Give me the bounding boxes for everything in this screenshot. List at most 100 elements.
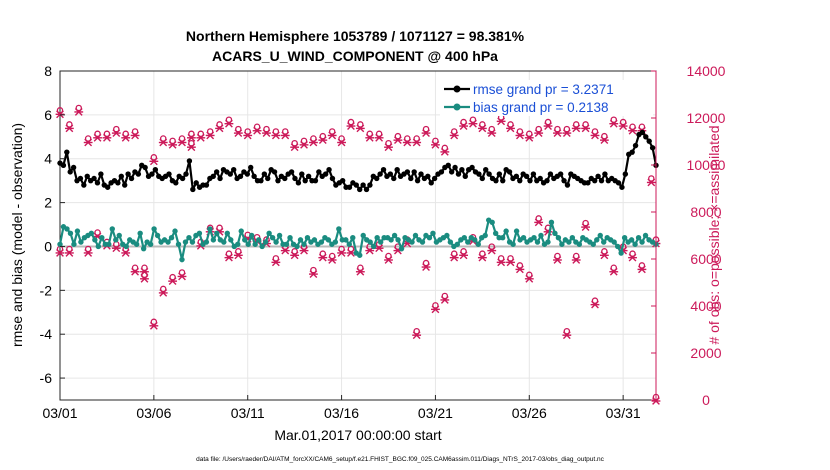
obs-assimilated-marker xyxy=(402,138,412,147)
rmse-point xyxy=(462,173,468,179)
bias-point xyxy=(590,241,596,247)
legend-rmse-marker xyxy=(453,85,461,93)
rmse-point xyxy=(448,169,455,175)
obs-assimilated-marker xyxy=(562,129,572,137)
obs-assimilated-marker xyxy=(449,253,459,262)
bias-point xyxy=(426,234,433,241)
rmse-point xyxy=(70,164,77,171)
obs-assimilated-marker xyxy=(290,251,300,260)
obs-assimilated-marker xyxy=(243,131,253,140)
bias-point xyxy=(569,234,576,241)
obs-possible-marker xyxy=(535,125,542,133)
rmse-point xyxy=(438,169,445,175)
rmse-point xyxy=(244,171,251,177)
bias-point xyxy=(601,239,607,245)
obs-possible-marker xyxy=(150,154,158,161)
rmse-point xyxy=(190,186,196,193)
bias-point xyxy=(360,232,366,239)
bias-point xyxy=(325,237,332,243)
obs-assimilated-marker xyxy=(496,117,506,126)
rmse-point xyxy=(128,175,135,182)
rmse-point xyxy=(210,173,216,179)
obs-possible-marker xyxy=(338,135,345,142)
rmse-point xyxy=(67,169,73,175)
obs-assimilated-marker xyxy=(299,140,309,149)
rmse-point xyxy=(452,164,458,171)
obs-assimilated-marker xyxy=(187,143,196,152)
obs-assimilated-marker xyxy=(355,124,365,133)
rmse-point xyxy=(455,171,462,177)
obs-assimilated-marker xyxy=(562,331,572,340)
obs-possible-marker xyxy=(272,128,280,135)
bias-point xyxy=(419,239,426,245)
bias-point xyxy=(273,239,279,245)
obs-possible-marker xyxy=(422,125,430,133)
bias-point xyxy=(482,232,488,239)
rmse-point xyxy=(649,145,656,151)
rmse-point xyxy=(295,180,302,186)
obs-assimilated-marker xyxy=(609,119,619,128)
bias-point xyxy=(611,239,617,245)
obs-assimilated-marker xyxy=(309,270,318,278)
legend-bias-label: bias grand pr = 0.2138 xyxy=(473,100,608,115)
obs-possible-marker xyxy=(122,130,129,138)
obs-assimilated-marker xyxy=(224,119,234,128)
bias-point xyxy=(210,237,217,243)
bias-point xyxy=(635,234,642,241)
rmse-point xyxy=(292,175,298,182)
rmse-point xyxy=(77,175,84,182)
bias-point xyxy=(409,239,415,245)
obs-assimilated-marker xyxy=(618,122,628,130)
obs-assimilated-marker xyxy=(599,136,609,145)
rmse-point xyxy=(98,171,104,177)
obs-assimilated-marker xyxy=(318,253,328,262)
obs-assimilated-marker xyxy=(290,143,300,152)
rmse-point xyxy=(118,173,125,179)
rmse-point xyxy=(353,182,359,188)
rmse-point xyxy=(629,149,635,155)
rmse-point xyxy=(248,164,254,171)
bias-point xyxy=(255,237,262,243)
obs-assimilated-marker xyxy=(187,133,196,142)
obs-possible-marker xyxy=(300,137,308,145)
obs-assimilated-marker xyxy=(309,138,318,147)
obs-possible-marker xyxy=(450,128,458,135)
obs-possible-marker xyxy=(159,135,167,142)
rmse-point xyxy=(513,173,520,179)
rmse-point xyxy=(408,175,414,182)
bias-point xyxy=(95,243,102,250)
obs-possible-marker xyxy=(319,250,327,257)
obs-possible-marker xyxy=(572,252,580,260)
bias-point xyxy=(475,241,481,247)
bias-point xyxy=(245,241,251,247)
obs-possible-marker xyxy=(572,121,580,128)
obs-assimilated-marker xyxy=(111,129,121,137)
bias-point xyxy=(566,239,572,245)
obs-possible-marker xyxy=(601,248,608,255)
obs-possible-marker xyxy=(629,250,636,257)
obs-assimilated-marker xyxy=(553,256,562,264)
rmse-point xyxy=(367,182,373,188)
rmse-point xyxy=(271,169,278,175)
bias-series xyxy=(57,217,659,263)
obs-assimilated-marker xyxy=(477,253,487,262)
legend-bias-marker xyxy=(453,103,461,111)
legend: rmse grand pr = 3.2371 bias grand pr = 0… xyxy=(440,80,653,116)
bias-point xyxy=(221,239,227,245)
obs-possible-marker xyxy=(216,224,223,232)
obs-possible-marker xyxy=(535,215,542,222)
rmse-point xyxy=(564,182,571,188)
x-axis-ticks: 03/01 03/06 03/11 03/16 03/21 03/26 03/31 xyxy=(42,395,641,421)
obs-possible-marker xyxy=(141,264,148,271)
bias-point xyxy=(377,239,384,245)
bias-point xyxy=(367,239,373,245)
rmse-point xyxy=(639,129,646,136)
bias-point xyxy=(545,239,551,245)
rmse-point xyxy=(125,171,131,177)
rmse-point xyxy=(591,177,598,184)
obs-assimilated-marker xyxy=(581,223,591,231)
obs-assimilated-marker xyxy=(149,321,159,330)
bias-point xyxy=(311,237,318,243)
obs-possible-marker xyxy=(328,252,336,260)
bias-point xyxy=(618,250,624,256)
